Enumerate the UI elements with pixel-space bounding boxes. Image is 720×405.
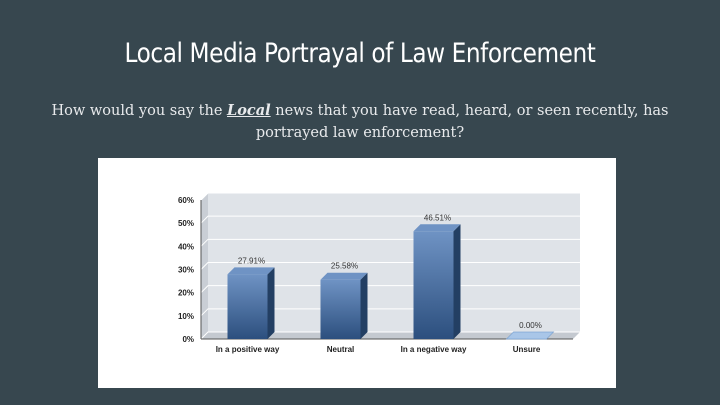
x-tick-label: In a positive way — [216, 345, 280, 354]
survey-question: How would you say the Local news that yo… — [30, 100, 690, 144]
bar-chart: 0% 10% 20% 30% 40% 50% 60% 27.91% In a positive … — [178, 192, 580, 354]
bar — [320, 279, 361, 339]
bar — [413, 231, 454, 339]
bar-side — [267, 267, 275, 339]
bar-top — [227, 267, 275, 275]
bar-top — [320, 272, 368, 280]
question-text-start: How would you say the — [51, 103, 228, 119]
bar — [505, 331, 555, 340]
data-label: 27.91% — [238, 256, 265, 265]
y-tick-label: 10% — [178, 312, 194, 321]
bar-side — [453, 224, 461, 339]
x-tick-label: Unsure — [513, 345, 541, 354]
plot-floor — [201, 332, 580, 339]
data-label: 0.00% — [519, 321, 542, 330]
x-tick-label: Neutral — [327, 345, 355, 354]
question-text-end: news that you have read, heard, or seen … — [255, 103, 669, 141]
bar-top — [413, 224, 461, 232]
y-tick-label: 0% — [182, 335, 194, 344]
gridline — [200, 215, 580, 224]
y-tick-label: 60% — [178, 196, 194, 205]
x-tick-label: In a negative way — [401, 345, 467, 354]
y-tick-label: 50% — [178, 219, 194, 228]
data-label: 25.58% — [331, 262, 358, 271]
y-tick-label: 30% — [178, 266, 194, 275]
data-label: 46.51% — [424, 213, 451, 222]
question-emphasis: Local — [227, 102, 271, 119]
gridline — [200, 192, 580, 201]
slide-title: Local Media Portrayal of Law Enforcement — [124, 38, 596, 69]
y-tick-label: 40% — [178, 242, 194, 251]
bar — [227, 274, 268, 339]
chart-card: 0% 10% 20% 30% 40% 50% 60% 27.91% In a positive … — [98, 158, 616, 388]
y-tick-label: 20% — [178, 289, 194, 298]
bar-side — [360, 272, 368, 339]
